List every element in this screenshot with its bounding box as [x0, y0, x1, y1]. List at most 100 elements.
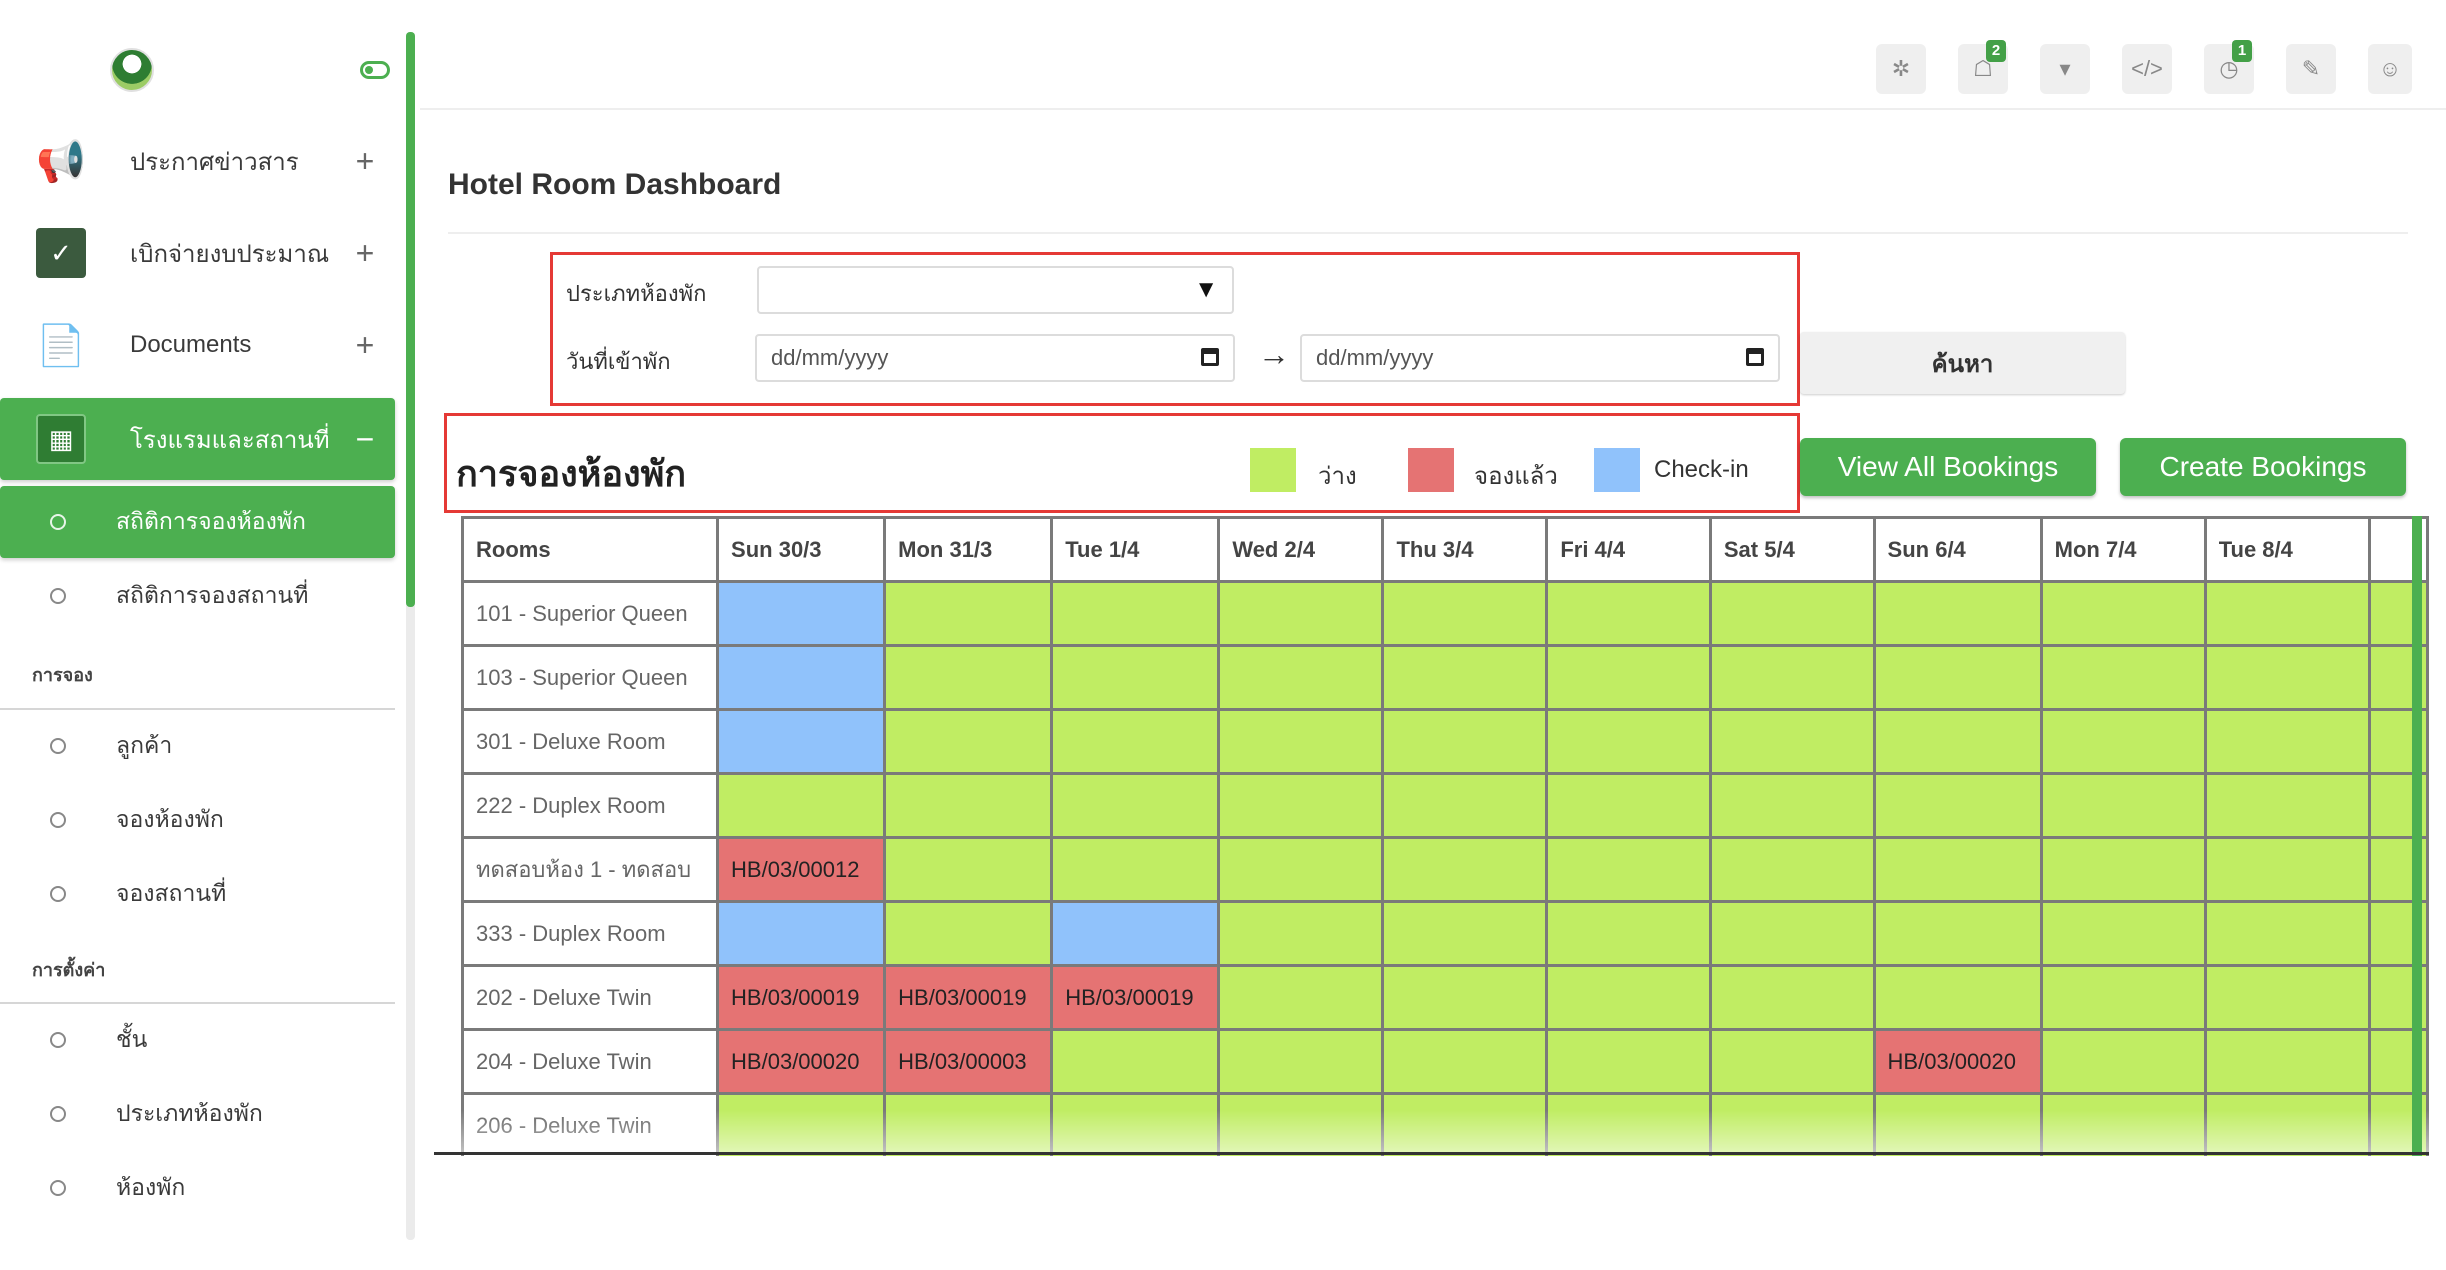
available-cell[interactable]: [1381, 580, 1549, 647]
available-cell[interactable]: [1217, 580, 1385, 647]
available-cell[interactable]: [1381, 900, 1549, 967]
sidebar-subitem-book-venue[interactable]: จองสถานที่: [0, 858, 395, 930]
available-cell[interactable]: [1050, 1092, 1221, 1156]
available-cell[interactable]: [1217, 708, 1385, 775]
sidebar-item-hotel[interactable]: ▦ โรงแรมและสถานที่ −: [0, 398, 395, 480]
available-cell[interactable]: [1545, 708, 1712, 775]
available-cell[interactable]: [1381, 836, 1549, 903]
sidebar-subitem-rooms[interactable]: ห้องพัก: [0, 1152, 395, 1224]
booking-cell[interactable]: HB/03/00020: [716, 1028, 887, 1095]
code-icon[interactable]: </>: [2122, 44, 2172, 94]
available-cell[interactable]: [2039, 964, 2207, 1031]
available-cell[interactable]: [1872, 772, 2043, 839]
bug-icon[interactable]: ✲: [1876, 44, 1926, 94]
available-cell[interactable]: [1381, 772, 1549, 839]
booking-cell[interactable]: HB/03/00019: [1050, 964, 1221, 1031]
available-cell[interactable]: [2039, 1092, 2207, 1156]
tag-icon[interactable]: ✎: [2286, 44, 2336, 94]
checkin-cell[interactable]: [716, 644, 887, 711]
available-cell[interactable]: [2039, 644, 2207, 711]
booking-cell[interactable]: HB/03/00019: [883, 964, 1054, 1031]
sidebar-subitem-book-room[interactable]: จองห้องพัก: [0, 784, 395, 856]
sidebar-subitem-room-stats[interactable]: สถิติการจองห้องพัก: [0, 486, 395, 558]
available-cell[interactable]: [1545, 644, 1712, 711]
sidebar-item-announcements[interactable]: 📢 ประกาศข่าวสาร +: [0, 122, 395, 200]
room-type-select[interactable]: ▼: [757, 266, 1234, 314]
sidebar-subitem-floors[interactable]: ชั้น: [0, 1004, 395, 1076]
checkin-cell[interactable]: [716, 580, 887, 647]
available-cell[interactable]: [2039, 900, 2207, 967]
available-cell[interactable]: [1872, 644, 2043, 711]
available-cell[interactable]: [2203, 708, 2371, 775]
sidebar-scrollbar-track[interactable]: [406, 32, 415, 1240]
available-cell[interactable]: [2203, 1028, 2371, 1095]
available-cell[interactable]: [883, 900, 1054, 967]
available-cell[interactable]: [1708, 644, 1876, 711]
available-cell[interactable]: [1050, 644, 1221, 711]
booking-cell[interactable]: HB/03/00019: [716, 964, 887, 1031]
available-cell[interactable]: [883, 1092, 1054, 1156]
chat-icon[interactable]: ☖ 2: [1958, 40, 2008, 94]
available-cell[interactable]: [1708, 836, 1876, 903]
available-cell[interactable]: [2039, 772, 2207, 839]
available-cell[interactable]: [1050, 836, 1221, 903]
available-cell[interactable]: [1217, 964, 1385, 1031]
sidebar-toggle-switch[interactable]: [360, 61, 390, 79]
available-cell[interactable]: [2203, 644, 2371, 711]
checkin-cell[interactable]: [1050, 900, 1221, 967]
available-cell[interactable]: [2039, 1028, 2207, 1095]
available-cell[interactable]: [1050, 580, 1221, 647]
expand-icon[interactable]: +: [355, 142, 375, 179]
available-cell[interactable]: [1217, 900, 1385, 967]
sidebar-subitem-room-types[interactable]: ประเภทห้องพัก: [0, 1078, 395, 1150]
available-cell[interactable]: [2039, 836, 2207, 903]
available-cell[interactable]: [1217, 836, 1385, 903]
dropdown-icon[interactable]: ▾: [2040, 44, 2090, 94]
date-from-input[interactable]: dd/mm/yyyy: [755, 334, 1235, 382]
available-cell[interactable]: [2203, 580, 2371, 647]
expand-icon[interactable]: +: [355, 234, 375, 271]
available-cell[interactable]: [1050, 1028, 1221, 1095]
available-cell[interactable]: [1381, 644, 1549, 711]
available-cell[interactable]: [1545, 964, 1712, 1031]
date-to-input[interactable]: dd/mm/yyyy: [1300, 334, 1780, 382]
available-cell[interactable]: [1545, 900, 1712, 967]
available-cell[interactable]: [1872, 1092, 2043, 1156]
view-all-bookings-button[interactable]: View All Bookings: [1800, 438, 2096, 496]
search-button[interactable]: ค้นหา: [1800, 332, 2125, 394]
available-cell[interactable]: [2039, 580, 2207, 647]
grid-scrollbar[interactable]: [2412, 516, 2422, 1156]
sidebar-item-documents[interactable]: 📄 Documents +: [0, 306, 395, 384]
clock-icon[interactable]: ◷ 1: [2204, 40, 2254, 94]
available-cell[interactable]: [1545, 580, 1712, 647]
available-cell[interactable]: [716, 1092, 887, 1156]
available-cell[interactable]: [2203, 964, 2371, 1031]
available-cell[interactable]: [883, 836, 1054, 903]
available-cell[interactable]: [1381, 1028, 1549, 1095]
checkin-cell[interactable]: [716, 708, 887, 775]
sidebar-subitem-venue-stats[interactable]: สถิติการจองสถานที่: [0, 560, 395, 632]
sidebar-subitem-customers[interactable]: ลูกค้า: [0, 710, 395, 782]
available-cell[interactable]: [1381, 1092, 1549, 1156]
available-cell[interactable]: [1217, 644, 1385, 711]
create-bookings-button[interactable]: Create Bookings: [2120, 438, 2406, 496]
available-cell[interactable]: [1708, 772, 1876, 839]
sidebar-scrollbar[interactable]: [406, 32, 415, 607]
available-cell[interactable]: [1708, 964, 1876, 1031]
available-cell[interactable]: [1545, 836, 1712, 903]
available-cell[interactable]: [2203, 772, 2371, 839]
available-cell[interactable]: [1381, 708, 1549, 775]
available-cell[interactable]: [883, 772, 1054, 839]
booking-cell[interactable]: HB/03/00003: [883, 1028, 1054, 1095]
available-cell[interactable]: [1545, 772, 1712, 839]
available-cell[interactable]: [1050, 772, 1221, 839]
available-cell[interactable]: [1708, 580, 1876, 647]
available-cell[interactable]: [1050, 708, 1221, 775]
booking-cell[interactable]: HB/03/00012: [716, 836, 887, 903]
available-cell[interactable]: [1217, 772, 1385, 839]
available-cell[interactable]: [1708, 900, 1876, 967]
sidebar-item-budget[interactable]: ✓ เบิกจ่ายงบประมาณ +: [0, 214, 395, 292]
available-cell[interactable]: [2203, 836, 2371, 903]
available-cell[interactable]: [1708, 1028, 1876, 1095]
collapse-icon[interactable]: −: [355, 420, 375, 457]
